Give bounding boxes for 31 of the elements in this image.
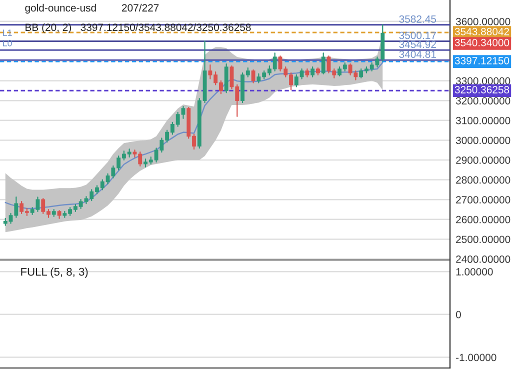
ref-line-label: 3404.81 — [399, 50, 436, 58]
y-tick-label: 2800.00000 — [456, 176, 510, 184]
candlestick — [321, 52, 326, 74]
y-tick-label: 3200.00000 — [456, 97, 510, 104]
y-tick-label: 3600.00000 — [456, 18, 510, 26]
y-tick-label: 2900.00000 — [456, 156, 510, 164]
y-tick-label: 1.00000 — [456, 268, 493, 276]
ref-line-label: 3397.12150 — [454, 56, 510, 64]
ref-line-label: 3454.92 — [399, 40, 436, 48]
text: FULL (5, 8, 3) — [21, 268, 88, 278]
y-tick-label: 3100.00000 — [456, 116, 510, 124]
candlestick — [224, 63, 228, 94]
ref-line-label: 3543.88042 — [454, 28, 510, 36]
chart-title: gold-ounce-usd — [25, 4, 96, 14]
y-tick-label: 3000.00000 — [456, 136, 510, 144]
chart-subtitle: 207/227 — [122, 4, 159, 12]
annotation: L1 — [2, 30, 12, 36]
y-tick-label: 2600.00000 — [456, 216, 510, 224]
candlestick — [310, 66, 315, 78]
text: 3540.34000 — [454, 38, 510, 46]
annotation: BB (20, 2) 3397.12150/3543.88042/3250.36258 — [26, 23, 251, 34]
y-tick-label: 2700.00000 — [456, 196, 510, 204]
candlestick — [251, 69, 256, 84]
y-tick-label: 2400.00000 — [456, 256, 510, 263]
y-tick-label: 0 — [456, 310, 461, 318]
ref-line-label: 3582.45 — [399, 15, 436, 23]
ref-line-label: 3500.17 — [399, 32, 436, 40]
y-tick-label: 2500.00000 — [456, 236, 510, 244]
ref-line-label: 3250.36258 — [454, 86, 510, 94]
y-tick-label: -1.00000 — [456, 354, 496, 362]
y-tick-label: 3300.00000 — [456, 77, 510, 85]
